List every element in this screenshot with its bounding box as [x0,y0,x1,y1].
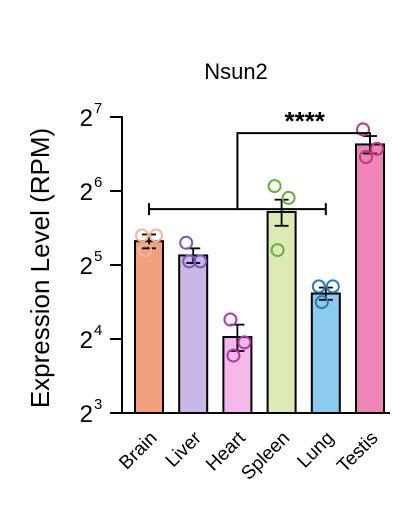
x-tick-label-lung: Lung [294,428,339,473]
bar-lung [310,292,341,414]
data-point [135,228,149,243]
bar-testis [355,143,385,414]
y-tick-label-exponent: 7 [94,100,102,117]
data-point [267,179,282,194]
data-point [237,335,252,350]
significance-label: **** [284,106,325,136]
y-tick-label: 2 [80,105,93,132]
data-point [314,295,329,310]
y-tick-label: 2 [80,401,93,428]
data-point [356,122,370,137]
bar-liver [178,254,209,414]
data-point [179,235,194,250]
data-point [270,243,285,258]
data-point [281,190,296,205]
x-tick-label-testis: Testis [333,428,382,477]
data-point [138,243,152,258]
bar-brain [134,240,164,414]
chart-title: Nsun2 [204,59,268,84]
y-tick-label-exponent: 6 [94,174,102,191]
data-point [149,228,163,243]
y-tick-label: 2 [80,327,93,354]
x-tick-label-brain: Brain [115,428,161,474]
data-point [182,254,197,269]
x-tick-label-liver: Liver [162,427,206,471]
y-tick-label-exponent: 3 [94,396,102,413]
x-tick-label-spleen: Spleen [237,428,294,485]
data-point [359,150,373,165]
y-tick-label-exponent: 5 [94,248,102,265]
data-point [223,312,238,327]
y-tick-label: 2 [80,179,93,206]
bar-spleen [266,210,297,414]
data-point [370,141,384,156]
y-axis-label: Expression Level (RPM) [25,128,55,408]
y-tick-label: 2 [80,253,93,280]
data-point [226,348,241,363]
significance-bracket [236,132,371,210]
data-point [311,279,326,294]
data-point [325,279,340,294]
y-tick-label-exponent: 4 [94,322,102,339]
